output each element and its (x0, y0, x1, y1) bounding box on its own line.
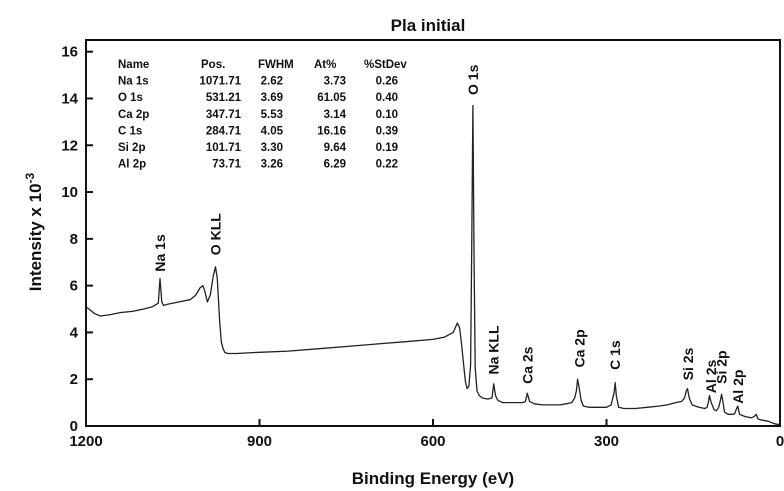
table-cell: O 1s (118, 92, 143, 104)
table-cell: 3.69 (261, 92, 283, 104)
spectrum-line (85, 104, 781, 426)
peak-label: Al 2p (730, 370, 746, 404)
plot-border (85, 39, 781, 427)
peak-label: Si 2p (714, 350, 730, 383)
table-cell: Si 2p (118, 142, 145, 154)
table-cell: 531.21 (206, 92, 242, 104)
x-axis-label: Binding Energy (eV) (352, 469, 514, 488)
peak-label: Ca 2s (519, 346, 535, 384)
table-cell: Na 1s (118, 76, 149, 88)
x-tick-label: 600 (420, 433, 445, 450)
peak-label: O KLL (208, 213, 224, 255)
table-cell: 61.05 (317, 92, 346, 104)
table-cell: Al 2p (118, 159, 146, 171)
table-cell: 4.05 (261, 125, 284, 137)
x-tick-label: 1200 (69, 433, 102, 450)
y-tick-label: 6 (70, 278, 78, 295)
table-header-cell: Pos. (201, 59, 225, 71)
x-tick-label: 0 (776, 433, 784, 450)
table-cell: 101.71 (206, 142, 242, 154)
peak-label: Ca 2p (571, 329, 587, 367)
y-axis-label-base: Intensity x 10 (26, 183, 45, 291)
table-header-cell: %StDev (364, 59, 407, 71)
peak-label: Na KLL (486, 325, 502, 374)
quantification-table: Name Pos. FWHM At% %StDev Na 1s 1071.71 2.62 3.7… (118, 59, 407, 171)
y-tick-label: 10 (61, 184, 78, 201)
x-tick-label: 900 (247, 433, 272, 450)
table-cell: 3.14 (324, 109, 347, 121)
chart-title: Pla initial (391, 16, 466, 35)
table-cell: 73.71 (212, 159, 241, 171)
y-tick-label: 2 (70, 371, 78, 388)
peak-labels: Na 1s O KLL O 1s Na KLL Ca 2s Ca 2p C 1s Si 2s A… (152, 64, 746, 403)
table-cell: 0.10 (376, 109, 398, 121)
table-cell: 284.71 (206, 125, 242, 137)
table-cell: 0.26 (376, 76, 398, 88)
peak-label: C 1s (607, 340, 623, 370)
table-cell: 0.19 (376, 142, 398, 154)
table-cell: C 1s (118, 125, 142, 137)
table-header-cell: FWHM (258, 59, 294, 71)
table-header-cell: Name (118, 59, 149, 71)
y-axis-label: Intensity x 10-3 (23, 172, 45, 291)
table-cell: 0.22 (376, 159, 398, 171)
peak-label: Na 1s (152, 234, 168, 272)
table-cell: 5.53 (261, 109, 283, 121)
y-tick-label: 8 (70, 231, 78, 248)
table-cell: 3.26 (261, 159, 283, 171)
table-cell: 2.62 (261, 76, 283, 88)
table-cell: 9.64 (324, 142, 347, 154)
y-tick-label: 0 (70, 418, 78, 435)
peak-label: Al 2s (703, 360, 719, 394)
table-cell: 16.16 (317, 125, 346, 137)
y-tick-label: 14 (61, 90, 78, 107)
y-tick-label: 4 (70, 324, 79, 341)
table-cell: 3.30 (261, 142, 283, 154)
peak-label: Si 2s (680, 347, 696, 380)
x-tick-label: 300 (594, 433, 619, 450)
table-cell: 6.29 (324, 159, 346, 171)
peak-label: O 1s (465, 64, 481, 95)
y-tick-label: 12 (61, 137, 78, 154)
table-cell: Ca 2p (118, 109, 149, 121)
table-cell: 3.73 (324, 76, 346, 88)
y-axis-label-exponent: -3 (23, 172, 37, 183)
table-cell: 0.39 (376, 125, 398, 137)
plot-frame (85, 39, 781, 427)
y-tick-label: 16 (61, 44, 78, 61)
table-cell: 0.40 (376, 92, 398, 104)
table-cell: 347.71 (206, 109, 242, 121)
table-header-cell: At% (314, 59, 336, 71)
table-cell: 1071.71 (199, 76, 241, 88)
axis-ticks: 1200 900 600 300 0 0 2 4 6 8 10 12 14 16 (61, 44, 784, 450)
